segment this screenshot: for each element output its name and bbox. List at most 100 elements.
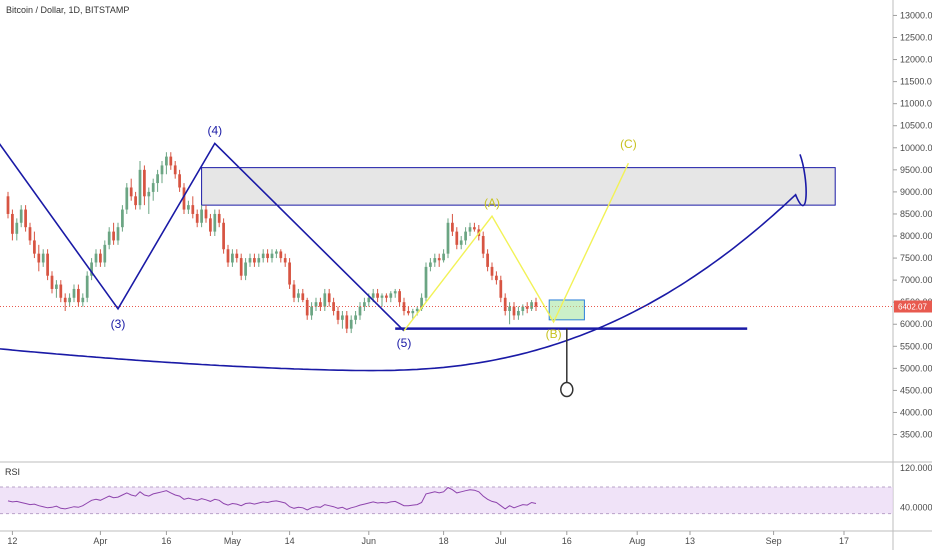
candle: [451, 213, 454, 237]
candle: [301, 288, 305, 303]
candle: [169, 152, 173, 170]
candle-body: [125, 187, 129, 210]
last-price-badge[interactable]: [894, 300, 932, 313]
candle-body: [213, 213, 217, 232]
candle-body: [481, 236, 485, 254]
candle-body: [358, 306, 362, 316]
time-tick-label: 17: [839, 536, 849, 546]
candle: [437, 253, 441, 267]
wave-label: (4): [207, 124, 222, 138]
target-box: [548, 299, 585, 321]
candle-body: [459, 240, 463, 245]
candle: [222, 218, 225, 254]
candle-body: [239, 258, 243, 276]
candle: [512, 302, 516, 320]
candle: [248, 253, 252, 267]
candle-body: [261, 253, 265, 259]
candle-body: [288, 262, 291, 285]
candle-body: [266, 253, 269, 259]
candle-body: [437, 258, 441, 261]
candle: [99, 249, 102, 267]
candle: [292, 280, 296, 303]
candle: [433, 253, 437, 267]
time-tick-label: 14: [285, 536, 295, 546]
candle-body: [107, 231, 111, 245]
candle: [323, 288, 327, 312]
candle: [134, 191, 137, 210]
candle-body: [468, 227, 472, 232]
candle-body: [151, 183, 155, 192]
candle-body: [407, 311, 410, 314]
price-tick-label: 5500.00: [900, 341, 932, 351]
price-tick-label: 8000.00: [900, 231, 932, 241]
candle-body: [411, 311, 415, 314]
candle: [160, 161, 164, 184]
candle: [459, 236, 463, 250]
rounded-bottom-curve: [0, 154, 807, 372]
time-tick-label: Jul: [495, 536, 507, 546]
rsi-tick-label: 40.0000: [900, 503, 932, 513]
candle: [19, 205, 23, 228]
candle: [33, 231, 36, 259]
candle: [508, 302, 511, 325]
candle: [261, 249, 265, 263]
time-tick-label: May: [224, 536, 242, 546]
candle-body: [209, 218, 212, 232]
rsi-band: [0, 487, 893, 514]
candle-body: [59, 284, 63, 298]
candle: [503, 293, 507, 316]
candle-body: [85, 275, 89, 298]
candle: [464, 227, 467, 245]
candle-body: [512, 306, 516, 316]
candle: [37, 244, 41, 272]
time-tick-label: 13: [685, 536, 695, 546]
candle: [266, 249, 269, 263]
candle: [156, 169, 159, 192]
candle-body: [231, 253, 234, 263]
candle-body: [464, 231, 467, 241]
y-axis[interactable]: 13000.00 12500.00 12000.00 11500.00 11000.00…: [892, 0, 932, 550]
candle: [178, 169, 181, 192]
candle: [349, 315, 353, 334]
candle-body: [129, 187, 133, 197]
candle-body: [112, 231, 115, 241]
candle: [204, 205, 208, 223]
candle: [358, 302, 362, 320]
candle: [55, 280, 58, 298]
candle-body: [433, 258, 437, 263]
candle-body: [50, 275, 54, 289]
candle: [530, 299, 533, 312]
candle: [283, 253, 287, 267]
candle: [195, 209, 199, 228]
candle: [499, 275, 503, 303]
candle-body: [354, 315, 357, 320]
candle-body: [187, 205, 190, 210]
candle-body: [363, 302, 366, 307]
candle-body: [19, 209, 23, 223]
price-tick-label: 8500.00: [900, 209, 932, 219]
candle-body: [429, 262, 432, 267]
candle-body: [389, 293, 393, 298]
candle-body: [345, 315, 349, 329]
candle-body: [138, 169, 142, 206]
price-tick-label: 6000.00: [900, 319, 932, 329]
candle: [389, 291, 393, 303]
candle: [270, 249, 274, 263]
rsi-line: [7, 486, 537, 511]
candle: [376, 288, 379, 303]
candle-body: [305, 299, 309, 316]
candle: [402, 297, 406, 316]
candle: [253, 253, 256, 267]
drop-marker-circle: [560, 381, 574, 398]
candle-body: [244, 262, 247, 276]
candle: [297, 288, 300, 303]
candle-body: [297, 293, 300, 298]
candle-body: [116, 227, 120, 241]
candle: [77, 284, 80, 307]
candle-body: [257, 258, 261, 263]
candle: [495, 271, 498, 285]
candle: [6, 191, 10, 219]
x-axis[interactable]: 12 Apr 16 May 14 Jun 18 Jul 16 Aug 13 Sep 17: [0, 530, 932, 546]
